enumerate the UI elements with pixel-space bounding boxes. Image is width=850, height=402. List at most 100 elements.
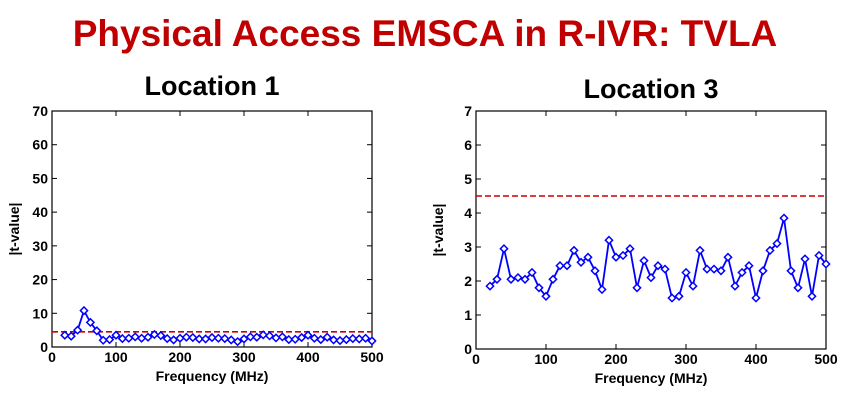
- location-1-data-point: [111, 330, 121, 340]
- location-3-y-tick-label: 7: [464, 103, 472, 119]
- location-3-data-point: [527, 267, 537, 278]
- location-1-data-point: [284, 334, 294, 345]
- location-3-data-point: [576, 257, 586, 267]
- location-1-data-point: [296, 332, 307, 343]
- location-1-y-axis-label: |t-value|: [6, 203, 22, 256]
- location-1-data-point: [277, 332, 288, 342]
- location-3-y-tick-label: 0: [464, 341, 472, 357]
- location-1-data-point: [220, 333, 230, 344]
- location-3-data-point: [793, 283, 803, 293]
- location-3-data-point: [569, 245, 579, 256]
- location-3-x-tick-label: 400: [744, 351, 768, 367]
- location-1-plot-area: [51, 110, 373, 348]
- location-1-data-point: [181, 332, 192, 342]
- location-3-data-point: [709, 264, 719, 274]
- location-3-data-point: [646, 272, 656, 283]
- location-3-x-tick-label: 300: [674, 351, 698, 367]
- location-1-data-point: [360, 333, 371, 343]
- location-1-y-tick-label: 70: [32, 103, 48, 119]
- location-3-data-point: [807, 291, 817, 301]
- location-3-data-point: [716, 266, 726, 276]
- location-1-data-point: [104, 334, 115, 345]
- location-1-data-point: [162, 333, 172, 344]
- location-3-data-point: [604, 235, 614, 245]
- location-1-data-point: [328, 335, 339, 345]
- location-3-data-point: [611, 252, 621, 262]
- location-1-data-point: [117, 333, 128, 344]
- location-3-x-tick-label: 500: [814, 351, 838, 367]
- location-1-data-point: [258, 330, 268, 340]
- location-1-data-point: [309, 333, 320, 343]
- location-3-data-point: [772, 238, 782, 249]
- location-1-data-point: [85, 317, 96, 328]
- location-3-data-point: [737, 267, 747, 278]
- location-1-x-tick-label: 400: [296, 349, 320, 365]
- chart-1-title: Location 1: [144, 71, 280, 101]
- location-3-y-tick-label: 4: [464, 205, 472, 221]
- location-1-x-axis-label: Frequency (MHz): [156, 368, 269, 384]
- location-3-data-point: [821, 259, 831, 269]
- location-3-data-point: [639, 255, 649, 266]
- location-3-x-tick-label: 0: [472, 351, 480, 367]
- location-3-data-point: [618, 250, 628, 261]
- location-1-x-tick-label: 500: [360, 349, 384, 365]
- location-1-data-point: [245, 332, 256, 342]
- location-3-y-tick-label: 6: [464, 137, 472, 153]
- location-1-y-tick-label: 60: [32, 137, 48, 153]
- location-1-data-point: [149, 329, 160, 340]
- location-3-data-point: [702, 264, 712, 274]
- location-1-data-point: [316, 334, 326, 345]
- location-3-data-point: [597, 284, 607, 295]
- location-1-data-point: [92, 326, 102, 336]
- location-3-data-point: [730, 281, 740, 291]
- location-3-data-point: [583, 252, 593, 262]
- location-3-data-point: [562, 261, 572, 271]
- location-3-data-point: [541, 291, 551, 301]
- location-1-x-tick-label: 200: [168, 349, 192, 365]
- location-3-data-point: [674, 291, 684, 301]
- location-3-data-point: [520, 274, 530, 284]
- location-3-data-point: [765, 245, 775, 256]
- location-1-x-tick-label: 0: [48, 349, 56, 365]
- chart-2-title: Location 3: [583, 74, 719, 104]
- location-3-data-point: [667, 293, 677, 303]
- location-1-data-point: [130, 332, 140, 342]
- location-3-data-point: [660, 264, 670, 274]
- location-3-data-point: [485, 281, 495, 291]
- page-title: Physical Access EMSCA in R-IVR: TVLA: [72, 13, 778, 54]
- location-1-data-point: [207, 332, 217, 343]
- location-3-data-point: [800, 254, 810, 264]
- location-3-data-point: [814, 250, 824, 261]
- location-3-y-tick-label: 3: [464, 239, 472, 255]
- location-1-data-point: [194, 334, 204, 344]
- location-3-data-point: [513, 272, 523, 283]
- location-1-data-point: [188, 332, 198, 343]
- location-3-x-axis-label: Frequency (MHz): [595, 370, 708, 386]
- location-3-data-point: [625, 244, 635, 254]
- location-3-data-point: [548, 274, 558, 284]
- location-3-data-point: [506, 274, 516, 284]
- location-1-data-point: [348, 333, 358, 344]
- location-3-data-point: [499, 244, 509, 254]
- location-3-data-point: [681, 267, 691, 278]
- location-3-x-tick-label: 100: [534, 351, 558, 367]
- location-1-y-tick-label: 20: [32, 272, 48, 288]
- location-3-data-point: [590, 266, 600, 276]
- location-1-y-tick-label: 40: [32, 204, 48, 220]
- location-3-plot-area: [475, 110, 827, 350]
- location-3-data-point: [688, 281, 698, 291]
- location-1-data-point: [303, 330, 313, 340]
- location-3-data-point: [695, 245, 705, 256]
- location-1-x-tick-label: 300: [232, 349, 256, 365]
- location-1-data-point: [60, 330, 70, 340]
- location-1-data-point: [213, 333, 224, 343]
- location-3-data-point: [653, 261, 663, 271]
- location-3-data-point: [786, 266, 796, 276]
- location-3-y-tick-label: 2: [464, 273, 472, 289]
- location-3-data-point: [758, 266, 768, 276]
- location-1-data-point: [66, 331, 76, 341]
- location-3-data-point: [723, 252, 733, 262]
- location-1-data-point: [322, 332, 332, 342]
- location-1-y-tick-label: 50: [32, 170, 48, 186]
